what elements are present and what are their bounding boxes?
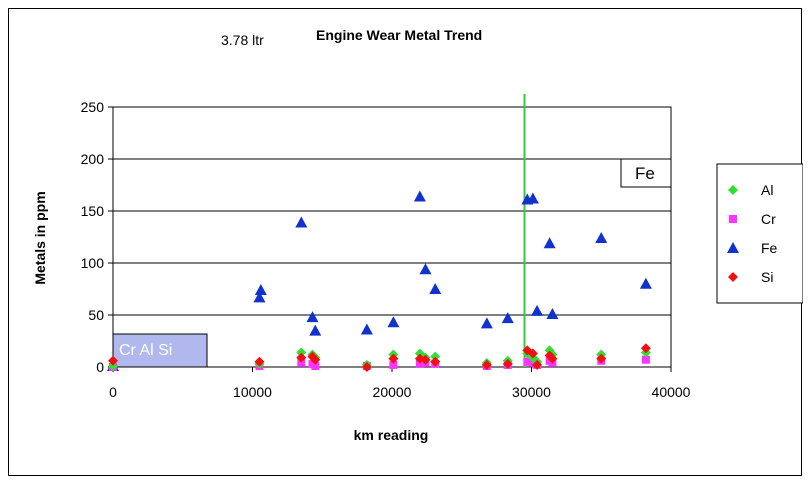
point-cr — [311, 361, 320, 370]
legend-items: Al Cr Fe Si — [727, 182, 778, 285]
y-axis-ticks: 0 50 100 150 200 250 — [81, 99, 113, 375]
point-si — [640, 343, 651, 354]
y-tick-label: 200 — [81, 151, 105, 167]
x-axis-ticks: 0 10000 20000 30000 40000 — [109, 367, 691, 400]
x-tick-label: 30000 — [512, 384, 551, 400]
point-cr — [297, 358, 306, 367]
scatter-chart: 3.78 ltr Engine Wear Metal Trend 0 50 100 1… — [32, 27, 803, 443]
y-tick-label: 50 — [88, 307, 104, 323]
grid-lines — [113, 106, 671, 316]
point-cr — [415, 359, 424, 368]
fe-reference-box — [620, 158, 672, 188]
cr-al-si-box-label: Cr Al Si — [119, 342, 172, 359]
legend-marker-cr — [729, 215, 737, 223]
point-si — [430, 356, 441, 367]
point-si — [420, 354, 431, 365]
cr-al-si-box — [112, 333, 208, 368]
y-axis-label: Metals in ppm — [32, 191, 48, 284]
legend — [716, 163, 803, 304]
point-fe — [295, 216, 308, 228]
point-fe — [253, 291, 266, 303]
point-al — [430, 351, 441, 362]
point-al — [108, 360, 118, 371]
chart-title: Engine Wear Metal Trend — [316, 27, 482, 43]
plot-area — [112, 106, 672, 368]
chart-subtitle: 3.78 ltr — [221, 32, 264, 48]
chart-frame: 3.78 ltr Engine Wear Metal Trend 0 50 100 1… — [8, 8, 803, 476]
point-si — [388, 353, 399, 364]
point-fe — [387, 316, 400, 328]
legend-item-si: Si — [728, 269, 773, 285]
x-tick-label: 20000 — [373, 384, 412, 400]
legend-marker-si — [728, 272, 738, 282]
x-tick-label: 10000 — [233, 384, 272, 400]
point-fe — [595, 232, 608, 244]
point-si — [596, 353, 607, 364]
point-cr — [523, 357, 532, 366]
point-fe — [501, 312, 514, 324]
legend-marker-al — [728, 185, 738, 195]
point-fe — [360, 323, 373, 335]
point-si — [361, 362, 372, 372]
series-si — [108, 343, 651, 372]
point-fe — [531, 304, 544, 316]
point-fe — [306, 311, 319, 323]
point-fe — [254, 284, 267, 296]
point-si — [527, 348, 538, 359]
point-fe — [546, 307, 559, 319]
point-fe — [543, 237, 556, 249]
y-tick-label: 150 — [81, 203, 105, 219]
point-si — [502, 358, 513, 369]
point-fe — [413, 190, 426, 202]
legend-label-cr: Cr — [761, 211, 776, 227]
legend-item-cr: Cr — [729, 211, 776, 227]
point-si — [254, 356, 265, 367]
point-si — [532, 359, 543, 370]
point-fe — [480, 317, 493, 329]
y-tick-label: 100 — [81, 255, 105, 271]
point-fe — [639, 277, 652, 289]
point-si — [296, 352, 307, 363]
x-axis-label: km reading — [354, 427, 429, 443]
y-tick-label: 250 — [81, 99, 105, 115]
legend-label-al: Al — [761, 182, 773, 198]
point-si — [310, 354, 321, 365]
point-fe — [309, 324, 322, 336]
legend-marker-fe — [727, 242, 739, 253]
legend-item-al: Al — [728, 182, 773, 198]
y-tick-label: 0 — [96, 359, 104, 375]
legend-label-si: Si — [761, 269, 773, 285]
x-tick-label: 40000 — [652, 384, 691, 400]
point-fe — [429, 283, 442, 294]
point-al — [296, 347, 307, 358]
point-si — [108, 355, 118, 366]
point-si — [481, 359, 492, 370]
point-fe — [419, 263, 432, 275]
fe-reference-label: Fe — [635, 164, 655, 183]
point-cr — [528, 358, 537, 367]
legend-label-fe: Fe — [761, 240, 778, 256]
legend-item-fe: Fe — [727, 240, 778, 256]
x-tick-label: 0 — [109, 384, 117, 400]
point-fe — [526, 192, 539, 204]
data-marks — [107, 190, 652, 372]
point-cr — [641, 355, 650, 364]
point-si — [547, 353, 558, 364]
point-cr — [389, 360, 398, 369]
